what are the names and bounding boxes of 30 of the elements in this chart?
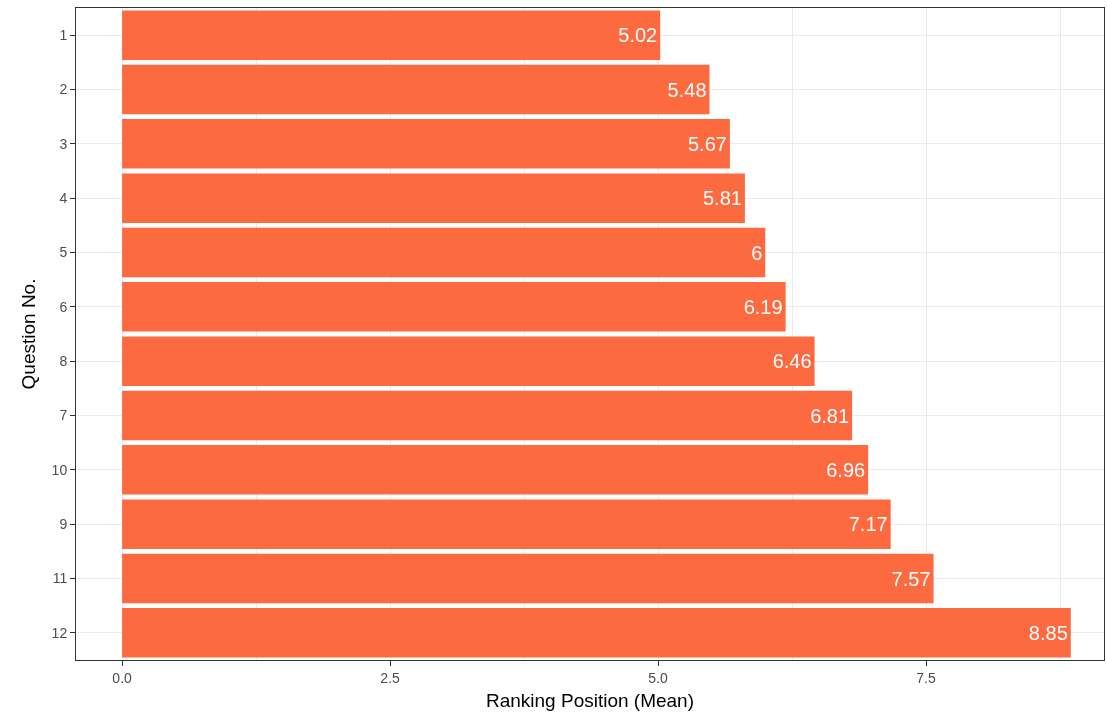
y-tick-label: 7	[59, 407, 68, 424]
data-label: 6.81	[810, 404, 850, 427]
y-tick-label: 8	[59, 353, 68, 370]
y-tick-label: 1	[59, 27, 68, 44]
y-tick-label: 3	[59, 135, 68, 152]
x-tick-label: 0.0	[112, 669, 133, 686]
y-tick-label: 11	[52, 570, 68, 587]
y-tick-label: 9	[59, 516, 68, 533]
data-label: 6	[751, 241, 763, 264]
data-label: 5.67	[687, 132, 727, 155]
x-tick-label: 5.0	[648, 669, 669, 686]
y-tick-label: 12	[51, 624, 68, 641]
data-label: 5.81	[702, 187, 742, 210]
y-tick-label: 4	[59, 190, 68, 207]
y-tick-label: 2	[59, 81, 68, 98]
data-label: 6.96	[826, 458, 866, 481]
x-axis-title: Ranking Position (Mean)	[485, 689, 695, 711]
x-tick-label: 2.5	[380, 669, 401, 686]
data-label: 7.17	[848, 513, 888, 536]
y-tick-label: 5	[59, 244, 68, 261]
x-tick-label: 7.5	[916, 669, 936, 686]
data-label: 8.85	[1028, 621, 1068, 644]
data-label: 6.46	[772, 350, 812, 373]
y-tick-label: 6	[59, 298, 68, 315]
data-label: 5.48	[667, 78, 707, 101]
data-label: 7.57	[891, 567, 931, 590]
data-label: 5.02	[618, 24, 658, 47]
y-axis-title: Question No.	[18, 278, 40, 390]
data-label: 6.19	[743, 295, 783, 318]
y-tick-label: 10	[51, 461, 68, 478]
